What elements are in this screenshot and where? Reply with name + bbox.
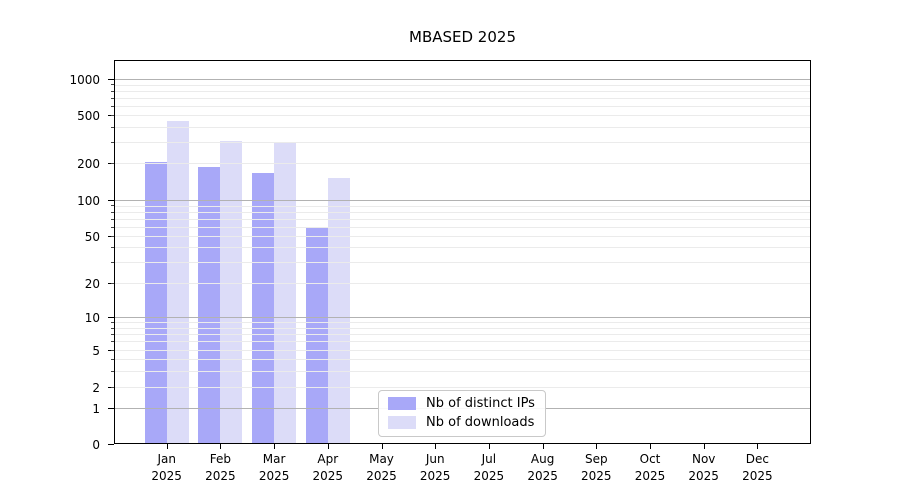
x-tick-label-feb: Feb 2025: [205, 452, 236, 483]
x-tick-apr: [327, 444, 329, 449]
x-tick-aug: [542, 444, 544, 449]
x-tick-oct: [650, 444, 651, 449]
y-tick-label-0: 0: [92, 437, 100, 452]
x-tick-label-apr: Apr 2025: [312, 452, 344, 483]
legend-item-downloads: Nb of downloads: [388, 415, 535, 430]
x-tick-dec: [757, 444, 759, 449]
y-tick-label-5: 5: [92, 343, 100, 358]
legend-item-distinct-ips: Nb of distinct IPs: [388, 396, 535, 411]
y-tick-label-1000: 1000: [69, 72, 100, 87]
x-tick-label-jun: Jun 2025: [419, 452, 451, 483]
x-tick-label-mar: Mar 2025: [258, 452, 290, 483]
x-tick-label-jul: Jul 2025: [473, 452, 505, 483]
legend-label-distinct-ips: Nb of distinct IPs: [426, 396, 535, 411]
x-tick-label-aug: Aug 2025: [527, 452, 558, 483]
plot-area-border: [114, 60, 811, 444]
x-tick-jun: [435, 444, 437, 449]
y-tick-label-1: 1: [92, 401, 100, 416]
x-tick-feb: [220, 444, 222, 449]
x-tick-jul: [488, 444, 490, 449]
x-tick-label-nov: Nov 2025: [688, 452, 719, 483]
y-tick-label-500: 500: [77, 108, 100, 123]
y-tick-0: [108, 444, 114, 445]
x-tick-may: [381, 444, 383, 449]
legend-swatch-distinct-ips: [388, 397, 416, 410]
x-tick-label-oct: Oct 2025: [634, 452, 666, 483]
x-tick-label-dec: Dec 2025: [742, 452, 773, 483]
x-tick-sep: [596, 444, 598, 449]
y-tick-label-10: 10: [84, 310, 100, 325]
y-tick-label-100: 100: [77, 193, 100, 208]
legend-label-downloads: Nb of downloads: [426, 415, 535, 430]
x-tick-nov: [703, 444, 705, 449]
x-tick-mar: [274, 444, 276, 449]
x-tick-label-may: May 2025: [366, 452, 397, 483]
y-tick-label-200: 200: [77, 156, 100, 171]
legend-swatch-downloads: [388, 416, 416, 429]
chart-title: MBASED 2025: [409, 28, 516, 46]
x-tick-label-sep: Sep 2025: [581, 452, 612, 483]
legend: Nb of distinct IPs Nb of downloads: [378, 390, 546, 437]
y-tick-label-2: 2: [92, 380, 100, 395]
x-tick-jan: [166, 444, 168, 449]
y-tick-label-50: 50: [84, 229, 100, 244]
x-tick-label-jan: Jan 2025: [151, 452, 182, 483]
y-tick-label-20: 20: [84, 276, 100, 291]
